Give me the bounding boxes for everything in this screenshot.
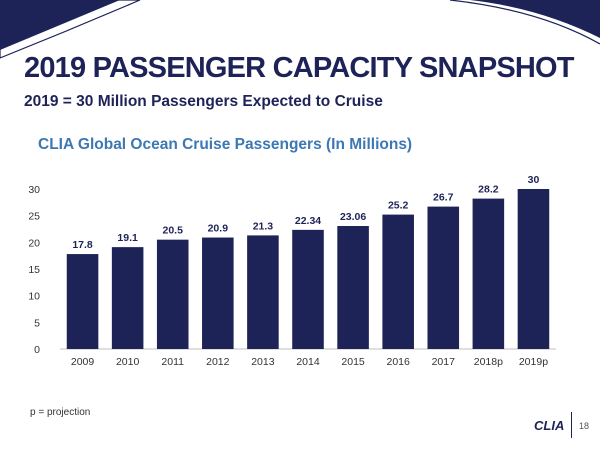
data-label: 20.9: [208, 223, 229, 235]
bar: [202, 237, 234, 349]
x-tick-label: 2013: [251, 356, 275, 368]
bar: [382, 214, 414, 349]
x-tick-label: 2016: [387, 356, 411, 368]
y-tick-label: 20: [28, 237, 40, 249]
x-tick-label: 2010: [116, 356, 140, 368]
bar: [156, 239, 189, 349]
y-tick-label: 15: [28, 264, 40, 276]
x-tick-label: 2012: [206, 356, 230, 368]
bar: [427, 206, 460, 349]
data-label: 17.8: [72, 239, 93, 251]
data-label: 30: [528, 174, 540, 186]
x-tick-label: 2011: [161, 356, 184, 368]
y-tick-label: 10: [28, 291, 40, 303]
y-tick-label: 30: [28, 184, 40, 196]
bar: [292, 229, 324, 349]
x-tick-label: 2018p: [474, 356, 503, 368]
data-label: 26.7: [433, 192, 454, 204]
data-label: 28.2: [478, 184, 499, 196]
chart-title: CLIA Global Ocean Cruise Passengers (In …: [38, 136, 413, 153]
top-right-swoosh: [470, 0, 600, 38]
data-label: 19.1: [117, 232, 138, 244]
data-label: 22.34: [295, 215, 321, 227]
data-label: 20.5: [163, 225, 184, 237]
x-tick-label: 2014: [296, 356, 320, 368]
bar: [517, 189, 550, 349]
data-label: 25.2: [388, 200, 409, 212]
x-tick-label: 2009: [71, 356, 95, 368]
top-right-swoosh-outline: [449, 0, 600, 45]
x-tick-label: 2017: [432, 356, 456, 368]
x-tick-label: 2019p: [519, 356, 548, 368]
top-left-swoosh-outline: [0, 0, 141, 59]
y-tick-label: 5: [34, 317, 40, 329]
bar: [337, 226, 369, 349]
top-left-swoosh: [0, 0, 120, 50]
logo-divider: [571, 412, 572, 438]
bar: [247, 235, 279, 349]
bar: [66, 254, 99, 349]
x-tick-label: 2015: [341, 356, 365, 368]
page-title: 2019 PASSENGER CAPACITY SNAPSHOT: [24, 52, 575, 84]
page-subtitle: 2019 = 30 Million Passengers Expected to…: [24, 93, 383, 110]
data-label: 23.06: [340, 211, 366, 223]
footnote: p = projection: [30, 407, 91, 418]
clia-logo: CLIA: [534, 418, 565, 433]
data-label: 21.3: [253, 220, 274, 232]
bar: [111, 247, 144, 349]
bar: [472, 198, 505, 349]
page-number: 18: [579, 421, 590, 431]
y-tick-label: 25: [28, 211, 40, 223]
y-tick-label: 0: [34, 344, 40, 356]
